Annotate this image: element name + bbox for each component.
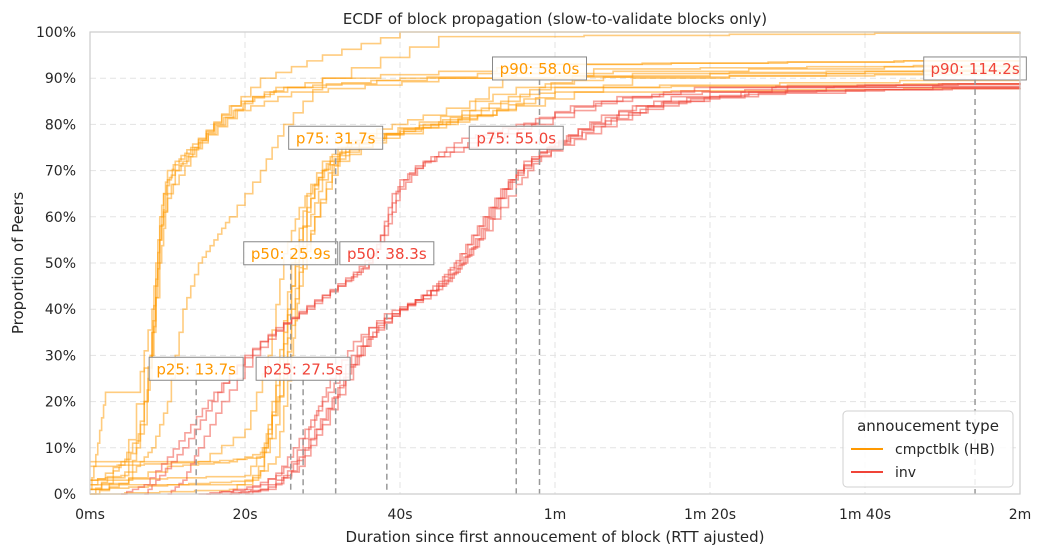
series-line-cmpctblk [90, 31, 1020, 491]
percentile-label: p90: 58.0s [500, 60, 580, 78]
series-line-cmpctblk [90, 68, 1021, 468]
percentile-label: p90: 114.2s [930, 60, 1019, 78]
percentile-label: p25: 13.7s [156, 360, 236, 378]
y-tick-label: 40% [45, 302, 76, 318]
percentile-label: p50: 38.3s [347, 245, 427, 263]
y-tick-label: 50% [45, 256, 76, 272]
legend: annoucement type cmpctblk (HB) inv [842, 410, 1014, 488]
y-tick-label: 0% [54, 487, 76, 503]
series-line-cmpctblk [90, 73, 1021, 481]
x-tick-label: 20s [232, 507, 257, 523]
legend-title: annoucement type [857, 417, 999, 435]
percentile-label-box [288, 125, 384, 150]
percentile-label-box [468, 125, 564, 150]
legend-label-cmpctblk: cmpctblk (HB) [895, 442, 995, 458]
series-line-inv [221, 87, 1021, 495]
legend-label-inv: inv [895, 465, 916, 481]
chart-title: ECDF of block propagation (slow-to-valid… [343, 10, 767, 28]
y-tick-label: 60% [45, 210, 76, 226]
series-line-cmpctblk [90, 82, 1021, 491]
x-tick-label: 0ms [75, 507, 105, 523]
percentile-label-box [148, 356, 244, 381]
percentile-label: p50: 25.9s [251, 245, 331, 263]
x-tick-label: 1m [544, 507, 567, 523]
x-tick-label: 40s [387, 507, 412, 523]
legend-box [842, 410, 1014, 488]
percentile-label: p25: 27.5s [263, 360, 343, 378]
series-lines [90, 31, 1021, 495]
y-tick-label: 90% [45, 71, 76, 87]
series-line-inv [144, 82, 1021, 495]
percentile-annotations: p25: 13.7s p50: 25.9s p75: 31.7s p90: 58.0s… [148, 56, 1027, 494]
series-line-cmpctblk [90, 32, 1021, 491]
y-tick-label: 10% [45, 441, 76, 457]
percentile-label-box [243, 241, 339, 266]
percentile-label-box [492, 56, 587, 81]
x-tick-label: 2m [1009, 507, 1032, 523]
series-line-inv [229, 82, 1021, 495]
plot-frame [89, 31, 1021, 495]
y-axis-label: Proportion of Peers [9, 192, 27, 335]
y-tick-label: 20% [45, 395, 76, 411]
percentile-label-box [923, 56, 1027, 81]
percentile-label: p75: 55.0s [476, 129, 556, 147]
y-tick-label: 100% [36, 25, 76, 41]
x-axis-label: Duration since first annoucement of bloc… [345, 528, 764, 546]
axis-ticks: 0ms 20s 40s 1m 1m 20s 1m 40s 2m 0% 10% 20% 30% 40% 5… [36, 25, 1031, 523]
percentile-label-box [255, 356, 351, 381]
percentile-label: p75: 31.7s [296, 129, 376, 147]
percentile-label-box [339, 241, 435, 266]
y-tick-label: 30% [45, 348, 76, 364]
x-tick-label: 1m 20s [684, 507, 736, 523]
y-tick-label: 70% [45, 164, 76, 180]
x-tick-label: 1m 40s [839, 507, 891, 523]
y-tick-label: 80% [45, 117, 76, 133]
